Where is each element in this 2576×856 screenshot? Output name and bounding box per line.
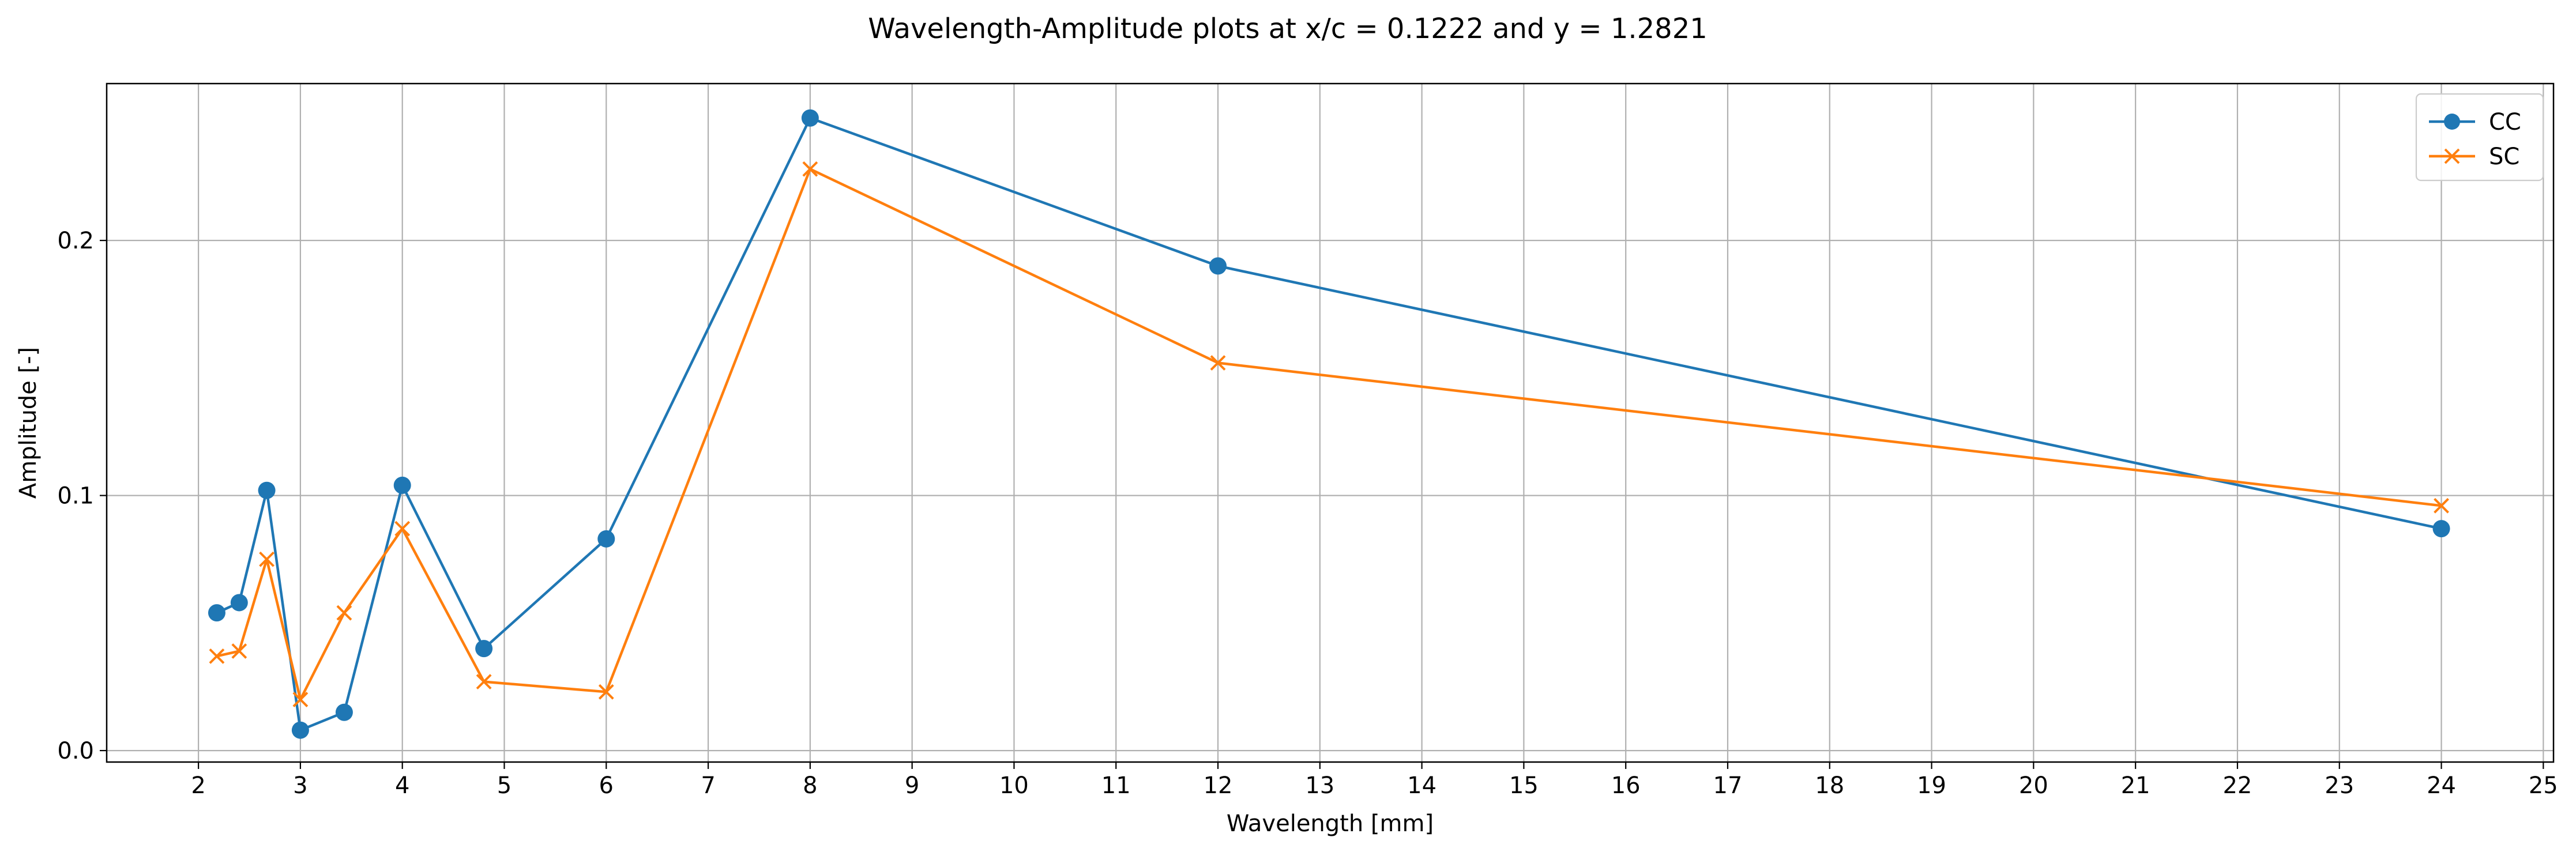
data-point-cc bbox=[597, 530, 615, 548]
x-tick-label: 3 bbox=[293, 772, 307, 799]
x-tick-label: 18 bbox=[1815, 772, 1844, 799]
data-point-sc bbox=[394, 521, 411, 537]
data-point-sc bbox=[476, 674, 492, 690]
x-tick-label: 4 bbox=[395, 772, 409, 799]
y-tick-label: 0.0 bbox=[57, 738, 94, 764]
data-point-sc bbox=[2434, 497, 2449, 514]
x-tick-label: 6 bbox=[599, 772, 614, 799]
data-point-cc bbox=[2432, 520, 2450, 538]
x-tick-label: 19 bbox=[1917, 772, 1946, 799]
data-point-cc bbox=[230, 594, 248, 612]
x-tick-label: 12 bbox=[1204, 772, 1233, 799]
legend-label: CC bbox=[2489, 109, 2521, 135]
x-tick-label: 14 bbox=[1407, 772, 1436, 799]
y-axis-ticks: 0.0 0.1 0.2 bbox=[57, 228, 107, 764]
legend-marker bbox=[2444, 148, 2460, 164]
x-tick-label: 15 bbox=[1509, 772, 1539, 799]
x-tick-label: 23 bbox=[2325, 772, 2354, 799]
x-tick-label: 9 bbox=[905, 772, 919, 799]
data-point-sc bbox=[209, 648, 225, 664]
data-point-cc bbox=[475, 640, 493, 658]
x-tick-label: 2 bbox=[191, 772, 205, 799]
grid-lines bbox=[107, 84, 2554, 762]
series-group bbox=[208, 109, 2450, 739]
data-point-sc bbox=[231, 643, 247, 659]
x-axis-title: Wavelength [mm] bbox=[1227, 810, 1434, 837]
x-tick-label: 8 bbox=[803, 772, 817, 799]
y-axis-title: Amplitude [-] bbox=[15, 347, 42, 499]
data-point-sc bbox=[598, 684, 614, 700]
x-tick-label: 20 bbox=[2019, 772, 2048, 799]
x-tick-label: 24 bbox=[2427, 772, 2456, 799]
legend-marker bbox=[2444, 114, 2460, 130]
data-point-cc bbox=[1209, 257, 1227, 275]
data-point-cc bbox=[801, 109, 819, 127]
y-tick-label: 0.2 bbox=[57, 228, 94, 254]
plot-area-frame bbox=[106, 82, 2555, 763]
x-tick-label: 22 bbox=[2222, 772, 2252, 799]
data-point-sc bbox=[292, 692, 309, 708]
data-point-cc bbox=[291, 721, 309, 739]
data-point-sc bbox=[259, 551, 274, 567]
data-point-cc bbox=[393, 476, 411, 494]
data-point-cc bbox=[208, 604, 225, 622]
data-point-sc bbox=[336, 605, 352, 621]
series-line-sc bbox=[216, 167, 2442, 701]
x-axis-ticks: 2 3 4 5 6 7 8 9 10 11 12 13 14 15 16 17 18 19 20 21 22 23 24 25 bbox=[191, 762, 2558, 799]
legend-item-cc: CC bbox=[2429, 109, 2521, 135]
x-tick-label: 11 bbox=[1101, 772, 1131, 799]
chart-title: Wavelength-Amplitude plots at x/c = 0.12… bbox=[868, 13, 1708, 45]
legend-label: SC bbox=[2489, 144, 2519, 170]
x-tick-label: 13 bbox=[1305, 772, 1334, 799]
y-tick-label: 0.1 bbox=[57, 483, 94, 510]
legend-item-sc: SC bbox=[2429, 144, 2519, 170]
series-line-cc bbox=[216, 116, 2442, 731]
legend: CC SC bbox=[2415, 93, 2544, 182]
data-point-cc bbox=[335, 703, 353, 721]
x-tick-label: 25 bbox=[2529, 772, 2558, 799]
x-tick-label: 21 bbox=[2121, 772, 2150, 799]
data-point-sc bbox=[1210, 355, 1226, 371]
data-point-cc bbox=[258, 481, 276, 499]
legend-box bbox=[2415, 93, 2544, 182]
x-tick-label: 16 bbox=[1611, 772, 1641, 799]
x-tick-label: 7 bbox=[701, 772, 715, 799]
x-tick-label: 10 bbox=[999, 772, 1029, 799]
series-cc bbox=[208, 109, 2450, 739]
data-point-sc bbox=[802, 161, 818, 177]
x-tick-label: 17 bbox=[1713, 772, 1743, 799]
series-sc bbox=[209, 161, 2449, 708]
x-tick-label: 5 bbox=[497, 772, 512, 799]
